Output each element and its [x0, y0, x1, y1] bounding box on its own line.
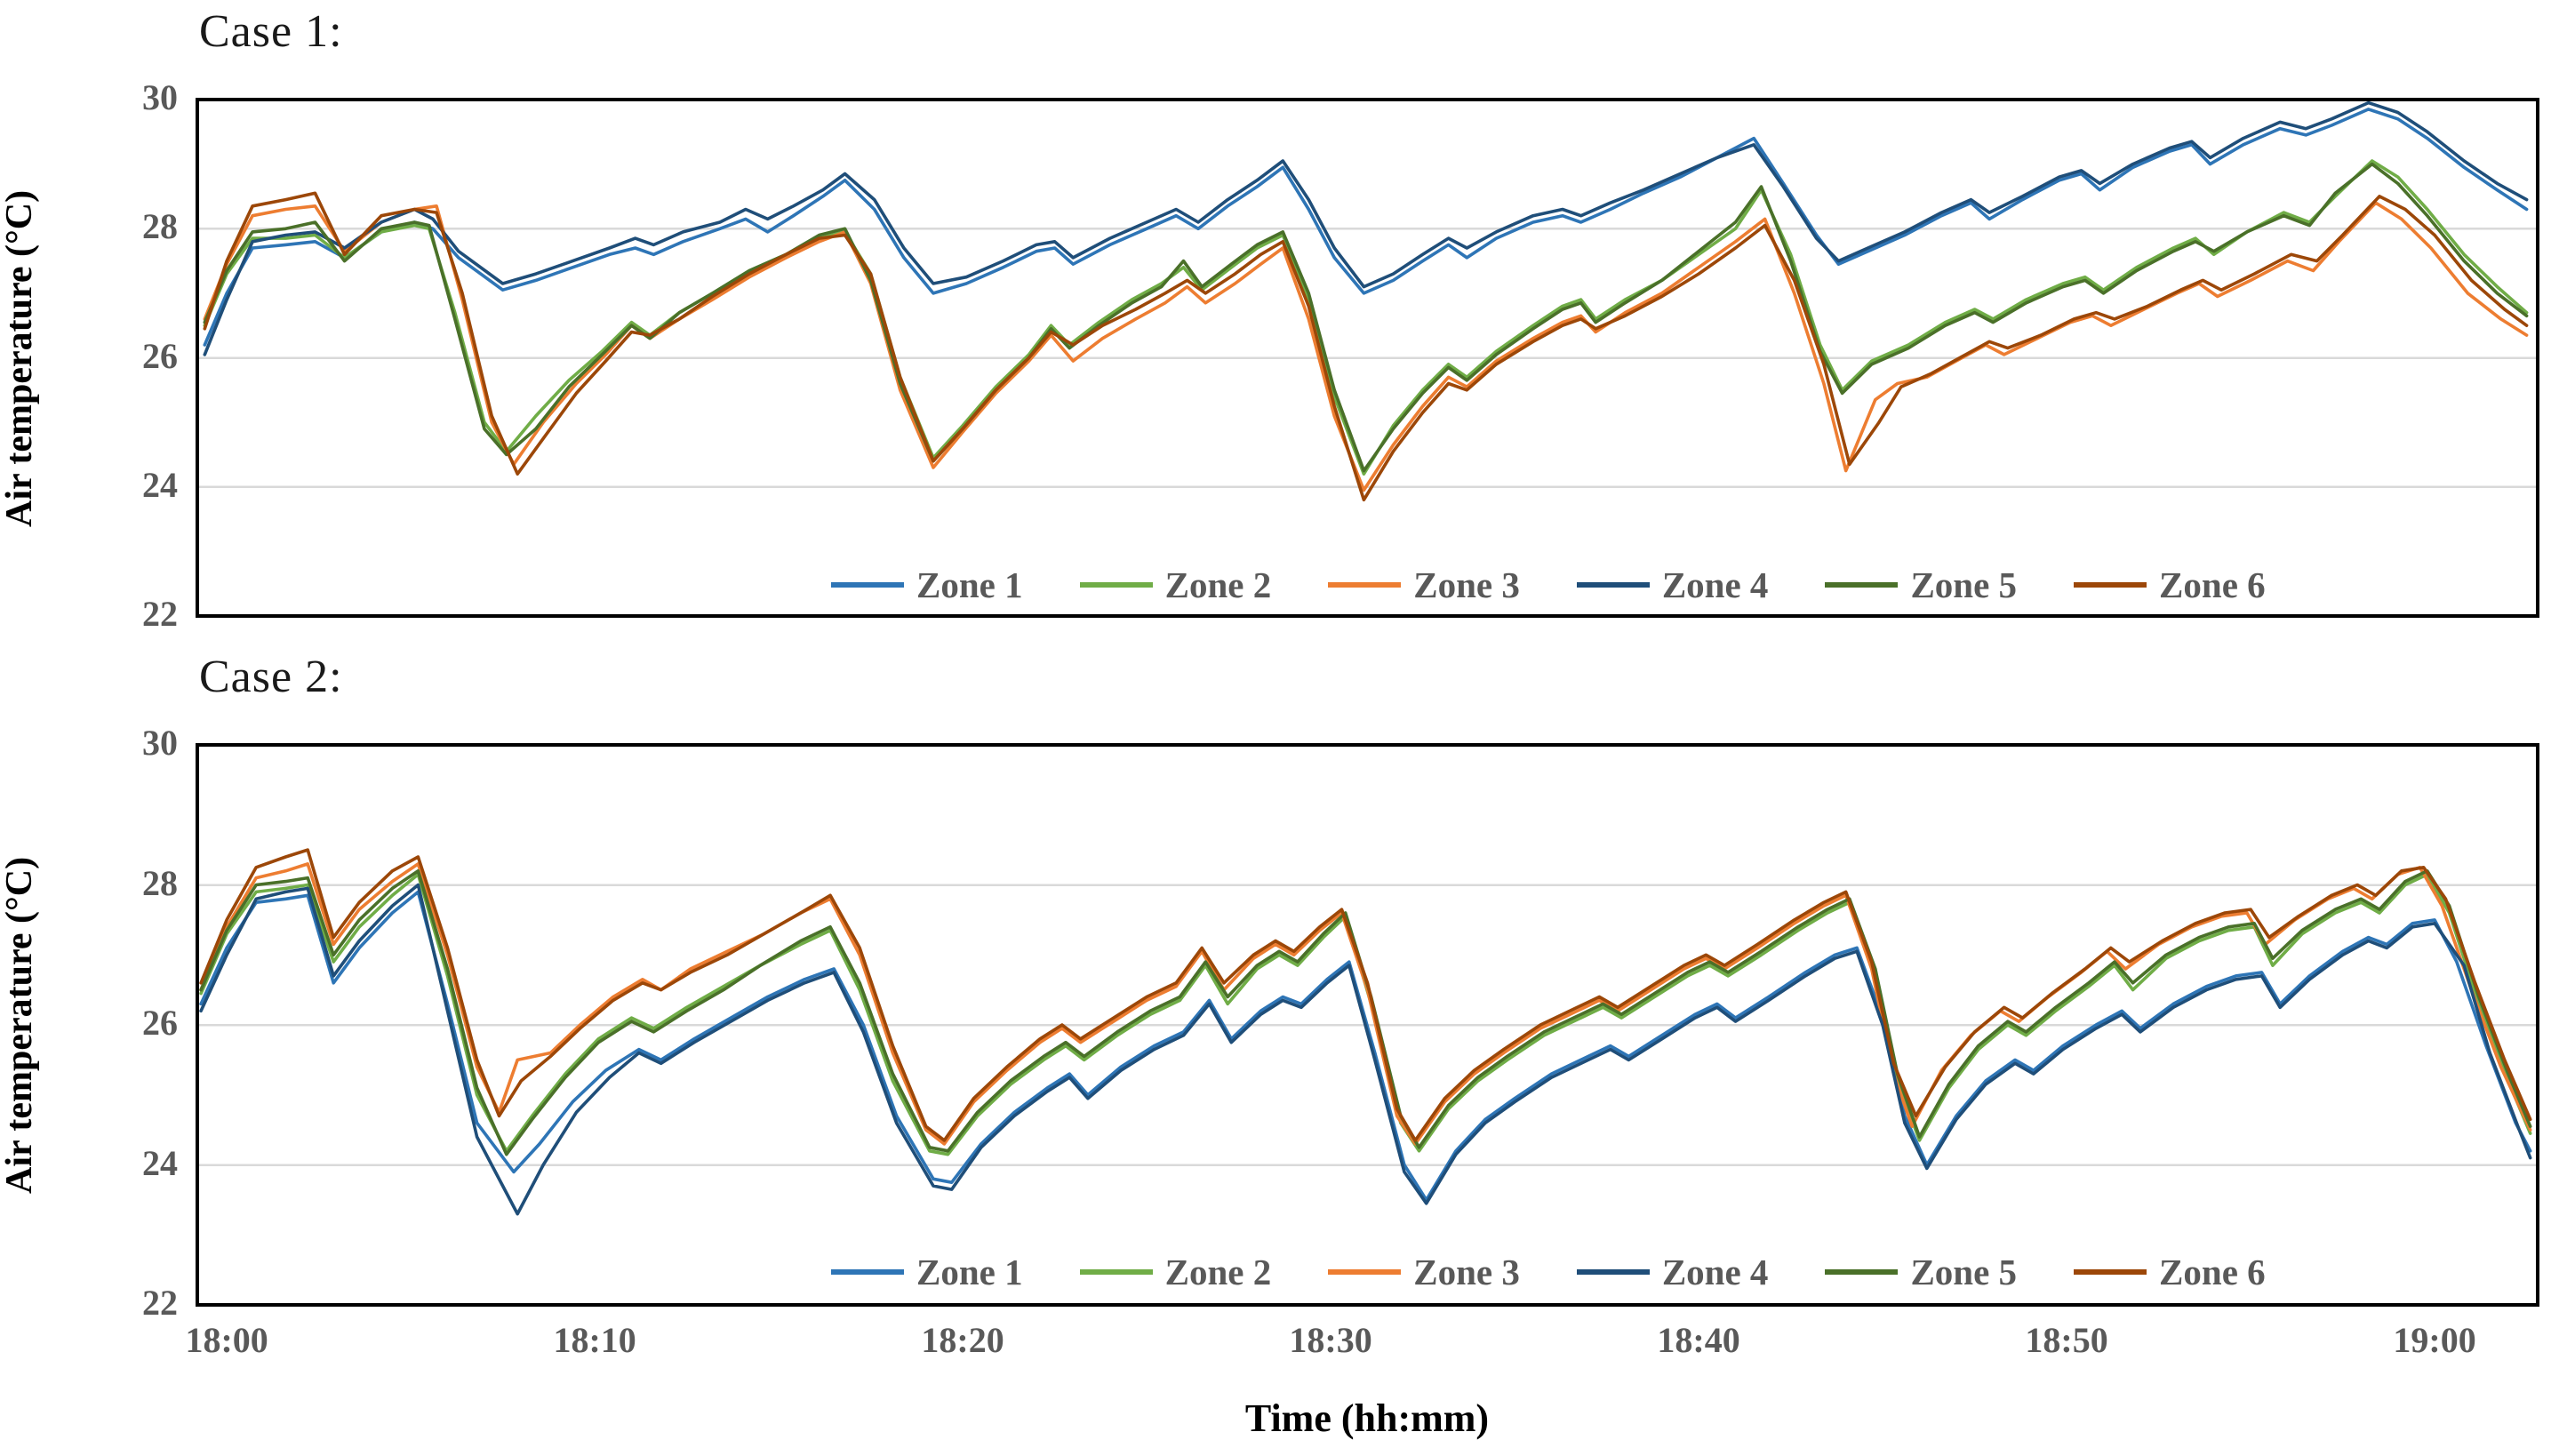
y-tick-label: 26	[142, 1003, 178, 1043]
y-tick-label: 30	[142, 77, 178, 117]
legend-label: Zone 3	[1413, 1252, 1520, 1292]
series-line-zone-5	[203, 162, 2529, 473]
y-tick-label: 30	[142, 723, 178, 763]
legend-label: Zone 3	[1413, 564, 1520, 605]
legend-label: Zone 4	[1661, 1252, 1769, 1292]
legend-line-swatch	[1825, 1269, 1899, 1275]
legend-item-zone-6: Zone 6	[2074, 1251, 2266, 1293]
legend-item-zone-4: Zone 4	[1576, 564, 1769, 606]
x-axis-title: Time (hh:mm)	[1244, 1396, 1490, 1440]
legend-item-zone-3: Zone 3	[1328, 1251, 1520, 1293]
x-tick-label: 18:40	[1657, 1320, 1740, 1360]
legend-line-swatch	[1825, 582, 1899, 588]
legend-item-zone-1: Zone 1	[831, 1251, 1023, 1293]
legend-label: Zone 6	[2159, 1252, 2266, 1292]
legend-line-swatch	[831, 1269, 904, 1275]
y-tick-label: 22	[142, 594, 178, 634]
case2-legend: Zone 1 Zone 2 Zone 3 Zone 4 Zone 5 Zone 6	[831, 1251, 2266, 1293]
legend-line-swatch	[1576, 1269, 1650, 1275]
x-tick-label: 19:00	[2393, 1320, 2476, 1360]
series-line-zone-4	[203, 100, 2529, 356]
plot-border	[196, 98, 2539, 618]
legend-item-zone-6: Zone 6	[2074, 564, 2266, 606]
series-line-zone-4	[199, 883, 2532, 1216]
x-tick-label: 18:50	[2025, 1320, 2108, 1360]
legend-line-swatch	[1328, 1269, 1402, 1275]
series-line-zone-2	[203, 159, 2529, 476]
y-tick-label: 26	[142, 335, 178, 376]
series-line-zone-6	[203, 191, 2529, 502]
legend-label: Zone 2	[1164, 564, 1272, 605]
x-tick-label: 18:30	[1289, 1320, 1372, 1360]
legend-line-swatch	[2074, 1269, 2147, 1275]
y-tick-label: 28	[142, 862, 178, 903]
legend-label: Zone 5	[1910, 1252, 2018, 1292]
legend-label: Zone 5	[1910, 564, 2018, 605]
legend-label: Zone 6	[2159, 564, 2266, 605]
y-tick-label: 22	[142, 1283, 178, 1323]
legend-line-swatch	[1576, 582, 1650, 588]
x-tick-label: 18:20	[921, 1320, 1004, 1360]
case1-title: Case 1:	[199, 6, 343, 57]
legend-label: Zone 2	[1164, 1252, 1272, 1292]
x-tick-label: 18:10	[553, 1320, 636, 1360]
legend-item-zone-1: Zone 1	[831, 564, 1023, 606]
legend-item-zone-3: Zone 3	[1328, 564, 1520, 606]
series-line-zone-1	[199, 890, 2532, 1202]
legend-line-swatch	[1079, 1269, 1153, 1275]
legend-line-swatch	[1328, 582, 1402, 588]
legend-line-swatch	[831, 582, 904, 588]
series-line-zone-1	[203, 108, 2529, 347]
legend-item-zone-5: Zone 5	[1825, 1251, 2017, 1293]
legend-label: Zone 4	[1661, 564, 1769, 605]
y-tick-label: 24	[142, 1142, 178, 1183]
series-line-zone-2	[199, 872, 2532, 1156]
series-line-zone-5	[199, 869, 2532, 1156]
legend-line-swatch	[2074, 582, 2147, 588]
series-line-zone-6	[199, 848, 2532, 1142]
x-tick-label: 18:00	[185, 1320, 268, 1360]
y-tick-label: 24	[142, 464, 178, 505]
legend-label: Zone 1	[916, 1252, 1023, 1292]
case2-title: Case 2:	[199, 652, 343, 702]
legend-line-swatch	[1079, 582, 1153, 588]
legend-item-zone-2: Zone 2	[1079, 564, 1272, 606]
legend-item-zone-4: Zone 4	[1576, 1251, 1769, 1293]
series-line-zone-3	[199, 862, 2532, 1146]
legend-item-zone-5: Zone 5	[1825, 564, 2017, 606]
plot-border	[196, 743, 2539, 1307]
series-line-zone-3	[203, 201, 2529, 492]
legend-item-zone-2: Zone 2	[1079, 1251, 1272, 1293]
legend-label: Zone 1	[916, 564, 1023, 605]
y-tick-label: 28	[142, 206, 178, 247]
case1-legend: Zone 1 Zone 2 Zone 3 Zone 4 Zone 5 Zone 6	[831, 564, 2266, 606]
